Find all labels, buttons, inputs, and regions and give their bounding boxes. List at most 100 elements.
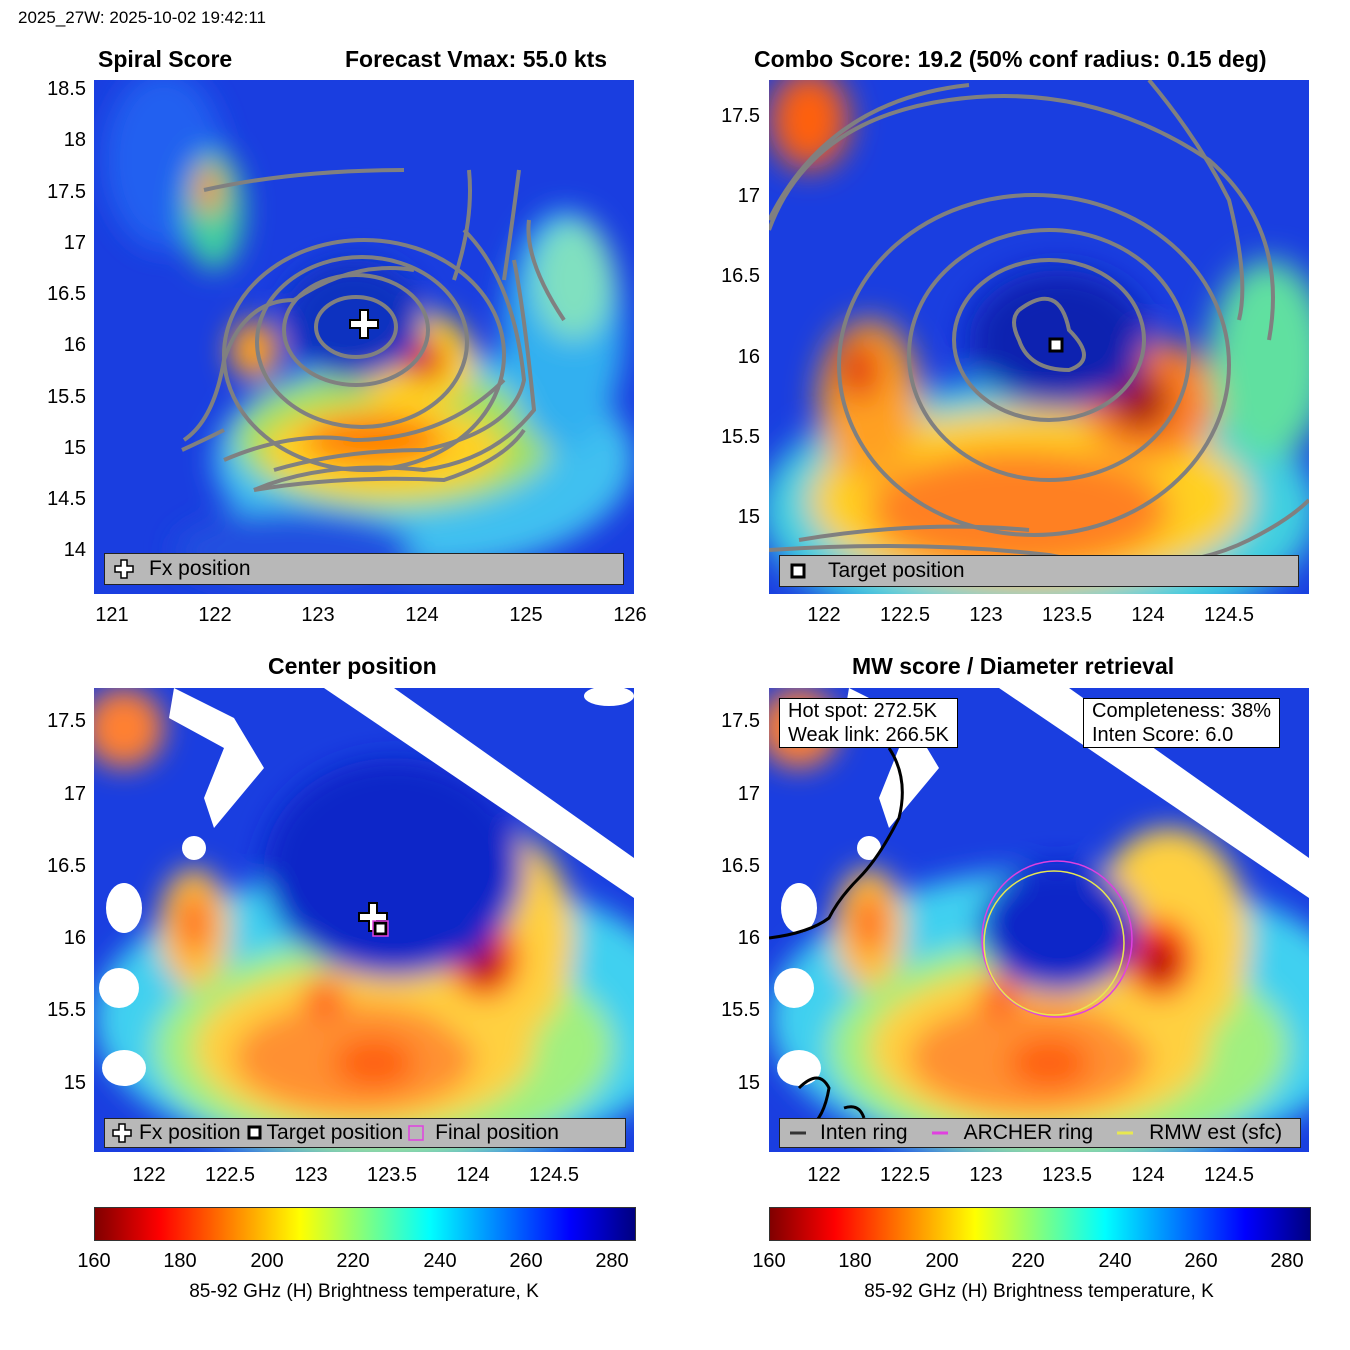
combo-title: Combo Score: 19.2 (50% conf radius: 0.15… — [754, 46, 1267, 72]
center-target-marker — [373, 921, 388, 936]
xtick: 123 — [969, 604, 1003, 626]
mw-heatmap — [769, 688, 1309, 1152]
xtick: 122 — [807, 1164, 841, 1186]
ytick: 15.5 — [47, 386, 86, 408]
xtick: 122.5 — [879, 1164, 931, 1186]
colorbar-right — [769, 1207, 1311, 1241]
archer-ring — [981, 860, 1133, 1018]
hot-spot-text: Hot spot: 272.5K — [788, 700, 937, 722]
ytick: 16 — [737, 346, 760, 368]
colorbar-tick: 160 — [752, 1250, 786, 1272]
xtick: 124 — [1131, 604, 1165, 626]
colorbar-left — [94, 1207, 636, 1241]
ytick: 15 — [737, 1072, 760, 1094]
center-nodata — [99, 688, 634, 1086]
center-heatmap — [94, 688, 634, 1152]
ytick: 16.5 — [721, 265, 760, 287]
weak-link-text: Weak link: 266.5K — [788, 724, 949, 746]
ytick: 15 — [63, 437, 86, 459]
xtick: 124.5 — [1203, 1164, 1255, 1186]
xtick: 123 — [969, 1164, 1003, 1186]
completeness-text: Completeness: 38% — [1092, 700, 1271, 722]
inten-score-text: Inten Score: 6.0 — [1092, 724, 1234, 746]
combo-score-plot: Target position — [769, 80, 1309, 594]
ytick: 16 — [737, 927, 760, 949]
mw-legend: Inten ring ARCHER ring RMW est (sfc) — [779, 1118, 1301, 1148]
colorbar-tick: 260 — [509, 1250, 543, 1272]
center-position-plot: Fx position Target position Final positi… — [94, 688, 634, 1152]
ytick: 17 — [737, 783, 760, 805]
colorbar-tick: 240 — [1098, 1250, 1132, 1272]
xtick: 123.5 — [1041, 604, 1093, 626]
ytick: 18.5 — [47, 78, 86, 100]
colorbar-tick: 200 — [925, 1250, 959, 1272]
ytick: 17 — [737, 185, 760, 207]
xtick: 122.5 — [879, 604, 931, 626]
colorbar-tick: 280 — [1270, 1250, 1304, 1272]
image-header: 2025_27W: 2025-10-02 19:42:11 — [18, 8, 266, 27]
fx-position-icon — [114, 559, 134, 579]
xtick: 121 — [95, 604, 129, 626]
ytick: 17.5 — [721, 105, 760, 127]
center-legend-target: Target position — [266, 1121, 404, 1144]
xtick: 124 — [456, 1164, 490, 1186]
mw-score-plot: Hot spot: 272.5K Weak link: 266.5K Compl… — [769, 688, 1309, 1152]
center-title: Center position — [268, 653, 437, 679]
combo-legend-label: Target position — [828, 559, 965, 582]
mw-legend-rmw: RMW est (sfc) — [1149, 1121, 1283, 1144]
mw-legend-inten: Inten ring — [820, 1121, 908, 1144]
ytick: 14.5 — [47, 488, 86, 510]
spiral-vmax-title: Forecast Vmax: 55.0 kts — [345, 46, 608, 72]
mw-info-right: Completeness: 38% Inten Score: 6.0 — [1083, 698, 1280, 748]
mw-title: MW score / Diameter retrieval — [852, 653, 1175, 679]
ytick: 16.5 — [47, 283, 86, 305]
colorbar-right-label: 85-92 GHz (H) Brightness temperature, K — [864, 1281, 1214, 1302]
spiral-legend-label: Fx position — [149, 557, 251, 580]
rmw-est-icon — [1117, 1131, 1134, 1135]
ytick: 16.5 — [721, 855, 760, 877]
ytick: 17 — [63, 783, 86, 805]
spiral-heatmap — [94, 80, 634, 594]
rmw-ring — [983, 870, 1125, 1016]
center-legend: Fx position Target position Final positi… — [104, 1118, 626, 1148]
mw-info-left: Hot spot: 272.5K Weak link: 266.5K — [779, 698, 958, 748]
ytick: 17.5 — [47, 710, 86, 732]
inten-ring-icon — [790, 1131, 806, 1135]
colorbar-tick: 280 — [595, 1250, 629, 1272]
ytick: 15 — [63, 1072, 86, 1094]
ytick: 16.5 — [47, 855, 86, 877]
fx-position-icon — [112, 1123, 132, 1143]
xtick: 122 — [807, 604, 841, 626]
ytick: 17 — [63, 232, 86, 254]
xtick: 124 — [405, 604, 439, 626]
ytick: 16 — [63, 927, 86, 949]
ytick: 16 — [63, 334, 86, 356]
spiral-title: Spiral Score — [98, 46, 233, 72]
colorbar-tick: 160 — [77, 1250, 111, 1272]
spiral-fx-marker — [349, 309, 379, 339]
xtick: 122 — [198, 604, 232, 626]
xtick: 124 — [1131, 1164, 1165, 1186]
center-legend-fx: Fx position — [139, 1121, 241, 1144]
target-position-icon — [247, 1125, 262, 1140]
xtick: 123.5 — [1041, 1164, 1093, 1186]
xtick: 123 — [294, 1164, 328, 1186]
combo-heatmap — [769, 80, 1309, 594]
final-position-icon — [408, 1125, 424, 1141]
colorbar-tick: 220 — [336, 1250, 370, 1272]
ytick: 17.5 — [721, 710, 760, 732]
archer-ring-icon — [931, 1131, 948, 1135]
xtick: 124.5 — [528, 1164, 580, 1186]
xtick: 123.5 — [366, 1164, 418, 1186]
ytick: 15 — [737, 506, 760, 528]
colorbar-tick: 220 — [1011, 1250, 1045, 1272]
ytick: 15.5 — [721, 999, 760, 1021]
ytick: 17.5 — [47, 181, 86, 203]
xtick: 123 — [301, 604, 335, 626]
combo-target-marker — [1048, 337, 1064, 353]
colorbar-tick: 200 — [250, 1250, 284, 1272]
colorbar-tick: 180 — [163, 1250, 197, 1272]
ytick: 15.5 — [47, 999, 86, 1021]
mw-legend-archer: ARCHER ring — [963, 1121, 1094, 1144]
colorbar-tick: 260 — [1184, 1250, 1218, 1272]
